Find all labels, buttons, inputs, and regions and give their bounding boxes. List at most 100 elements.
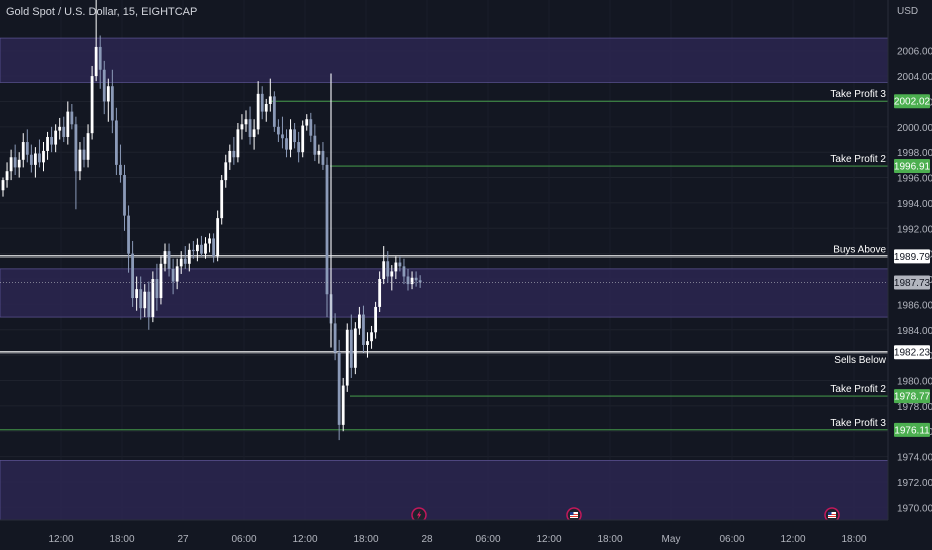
candle-body: [301, 125, 305, 153]
current-price-tag: [894, 275, 930, 290]
candle-body: [179, 258, 183, 267]
currency-label: USD: [897, 6, 918, 17]
price-tag-label: 1978.77: [894, 392, 931, 403]
candle-body: [236, 129, 240, 158]
price-tick-label: 1980.00: [897, 376, 932, 387]
candle-body: [228, 150, 232, 163]
candle-body: [406, 276, 410, 285]
candle-body: [313, 135, 317, 155]
candle-body: [17, 159, 21, 168]
time-tick-label: 12:00: [536, 534, 561, 545]
candle-body: [272, 96, 276, 127]
candle-body: [293, 129, 296, 143]
time-axis-labels: 12:00 18:00 27 06:00 12:00 18:00 28 06:00 12:00 1…: [48, 534, 866, 545]
time-tick-label: 28: [421, 534, 433, 545]
candle-body: [240, 124, 244, 130]
candle-body: [362, 314, 365, 345]
candle-body: [321, 150, 325, 165]
lightning-glyph: [417, 510, 422, 520]
candle-body: [38, 153, 41, 163]
price-tag: [894, 249, 930, 264]
candle-body: [9, 157, 13, 172]
level-name-label: Take Profit 2: [830, 154, 886, 165]
candle-body: [317, 150, 321, 155]
candle-body: [341, 385, 345, 425]
candle-body: [244, 119, 248, 125]
price-tick-label: 1992.00: [897, 224, 932, 235]
price-tag-label: 1982.23: [894, 348, 931, 359]
candle-body: [220, 180, 224, 219]
supply-demand-zone: [0, 460, 889, 521]
symbol-title[interactable]: Gold Spot / U.S. Dollar, 15, EIGHTCAP: [6, 6, 197, 18]
candle-body: [281, 134, 284, 139]
price-tag: [894, 345, 930, 360]
candle-body: [119, 164, 122, 176]
candle-body: [115, 120, 118, 165]
candle-body: [13, 157, 17, 168]
candle-body: [25, 142, 29, 155]
candle-body: [123, 175, 126, 216]
price-tick-label: 1994.00: [897, 199, 932, 210]
candle-body: [398, 262, 402, 267]
candle-body: [252, 129, 256, 137]
candle-body: [139, 289, 143, 309]
candle-body: [378, 279, 382, 307]
candle-body: [410, 277, 414, 285]
candle-body: [374, 306, 377, 333]
time-tick-label: 12:00: [780, 534, 805, 545]
candle-body: [285, 138, 288, 150]
event-markers[interactable]: [411, 507, 840, 523]
price-tag-label: 1989.79: [894, 252, 931, 263]
candle-body: [289, 129, 292, 150]
candle-body: [256, 93, 260, 130]
candle-body: [414, 277, 418, 281]
candles: [1, 0, 422, 441]
level-name-label: Take Profit 3: [830, 89, 886, 100]
current-price-tag-label: 1987.73: [894, 278, 931, 289]
level-name-label: Buys Above: [833, 244, 886, 255]
time-tick-label: 12:00: [292, 534, 317, 545]
time-tick-label: 27: [177, 534, 189, 545]
price-tag: [894, 159, 930, 174]
candle-body: [151, 279, 155, 318]
candle-body: [248, 119, 252, 137]
price-tick-label: 1996.00: [897, 174, 932, 185]
candle-body: [42, 150, 45, 163]
candle-body: [82, 149, 86, 160]
candle-body: [54, 130, 58, 145]
candle-body: [163, 251, 167, 264]
price-tag: [894, 389, 930, 404]
time-tick-label: 06:00: [231, 534, 256, 545]
candle-body: [187, 249, 191, 264]
candle-body: [86, 133, 90, 160]
candle-body: [175, 266, 179, 282]
candle-body: [337, 352, 341, 425]
price-tag-label: 2002.02: [894, 97, 931, 108]
candle-body: [46, 136, 49, 151]
us-flag-icon[interactable]: [824, 507, 840, 523]
candle-body: [386, 261, 390, 277]
candle-body: [90, 76, 94, 134]
candle-body: [297, 142, 301, 153]
time-tick-label: May: [662, 534, 681, 545]
candle-body: [21, 142, 25, 160]
flag-stripe: [570, 516, 578, 517]
candle-body: [106, 86, 110, 102]
flag-canton: [570, 512, 574, 515]
flag-stripe: [828, 514, 836, 515]
level-name-label: Sells Below: [834, 355, 886, 366]
candle-body: [143, 291, 147, 309]
flag-canton: [828, 512, 832, 515]
candle-body: [260, 93, 264, 112]
candle-body: [390, 271, 394, 277]
candle-body: [135, 289, 139, 299]
candle-body: [50, 136, 53, 145]
price-tick-label: 1986.00: [897, 300, 932, 311]
candle-body: [232, 150, 236, 158]
candle-body: [29, 154, 33, 165]
candle-body: [305, 119, 309, 126]
candle-body: [264, 104, 268, 112]
candle-body: [353, 328, 357, 368]
time-axis[interactable]: [0, 520, 932, 550]
